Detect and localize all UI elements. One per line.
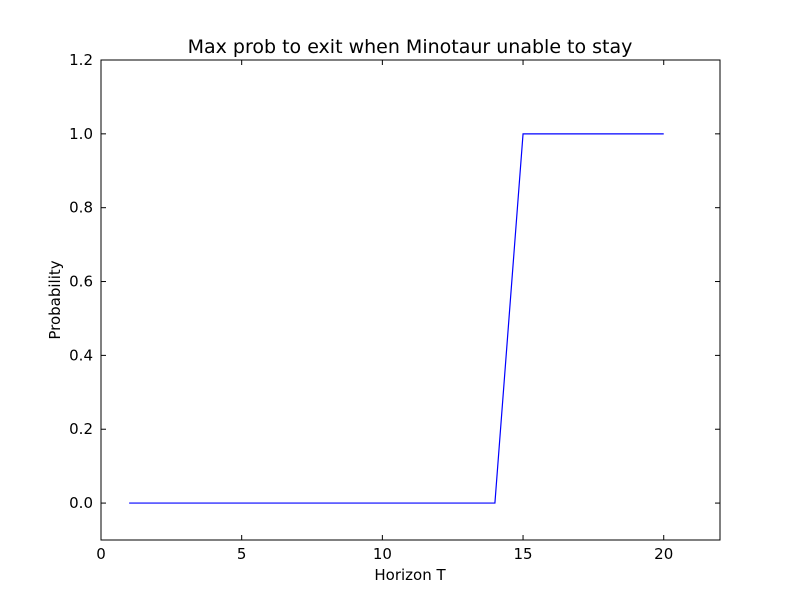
x-tick-label: 20 <box>654 545 673 563</box>
chart-title: Max prob to exit when Minotaur unable to… <box>188 36 633 58</box>
plot-frame <box>100 59 721 541</box>
y-tick-label: 1.2 <box>69 51 93 69</box>
y-axis-label: Probability <box>46 260 64 339</box>
plot-area: 0 5 10 15 20 0.0 0.2 0.4 0.6 0.8 1.0 1.2 <box>69 51 721 563</box>
y-tick-label: 0.0 <box>69 494 93 512</box>
y-tick-label: 0.2 <box>69 420 93 438</box>
x-axis: 0 5 10 15 20 <box>96 60 673 563</box>
series-line <box>129 133 664 504</box>
series-layer <box>129 133 664 504</box>
y-tick-label: 1.0 <box>69 125 93 143</box>
y-tick-label: 0.8 <box>69 199 93 217</box>
x-axis-label: Horizon T <box>374 566 446 584</box>
y-tick-label: 0.6 <box>69 273 93 291</box>
x-tick-label: 15 <box>513 545 532 563</box>
x-tick-label: 0 <box>96 545 106 563</box>
x-tick-label: 5 <box>237 545 247 563</box>
y-tick-label: 0.4 <box>69 346 93 364</box>
y-axis: 0.0 0.2 0.4 0.6 0.8 1.0 1.2 <box>69 51 720 512</box>
x-tick-label: 10 <box>373 545 392 563</box>
